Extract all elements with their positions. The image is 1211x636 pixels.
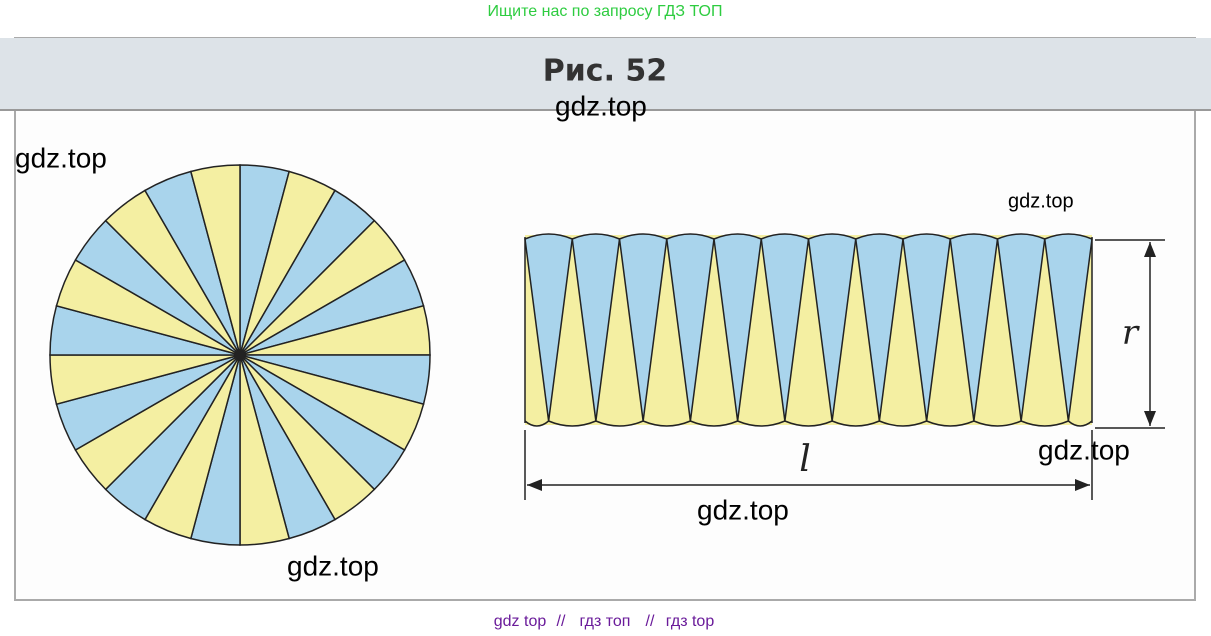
yellow-arc xyxy=(595,420,644,427)
yellow-arc xyxy=(831,420,880,427)
header-text: Ищите нас по запросу ГДЗ ТОП xyxy=(488,3,723,20)
yellow-arc xyxy=(973,420,1022,427)
strip-background xyxy=(525,235,1092,425)
watermark: gdz.top xyxy=(1038,434,1130,465)
footer: gdz top // гдз топ // гдз top xyxy=(494,613,715,630)
watermark: gdz.top xyxy=(287,550,379,581)
center-dot xyxy=(235,350,245,360)
watermark: gdz.top xyxy=(697,494,789,525)
watermark: gdz.top xyxy=(15,142,107,173)
footer-separator: // xyxy=(646,613,655,630)
yellow-arc xyxy=(642,420,691,427)
yellow-arc xyxy=(1067,420,1093,427)
label-r: r xyxy=(1122,313,1140,353)
yellow-arc xyxy=(926,420,975,427)
watermark: gdz.top xyxy=(555,90,647,121)
sector xyxy=(189,164,241,356)
footer-item: гдз top xyxy=(666,613,715,630)
yellow-arc xyxy=(1020,420,1069,427)
unrolled-strip xyxy=(524,233,1093,427)
yellow-arc xyxy=(690,420,738,427)
yellow-arc xyxy=(548,420,597,427)
yellow-arc xyxy=(879,420,927,427)
yellow-arc xyxy=(524,420,550,427)
footer-separator: // xyxy=(557,613,566,630)
header-band xyxy=(0,38,1211,110)
watermark: gdz.top xyxy=(1008,190,1074,212)
yellow-arc xyxy=(784,420,833,427)
footer-item: gdz top xyxy=(494,613,547,630)
figure-caption: Рис. 52 xyxy=(543,54,667,89)
label-l: l xyxy=(799,439,811,480)
yellow-arc xyxy=(737,420,786,427)
footer-item: гдз топ xyxy=(580,613,631,630)
sector-circle xyxy=(49,164,431,546)
